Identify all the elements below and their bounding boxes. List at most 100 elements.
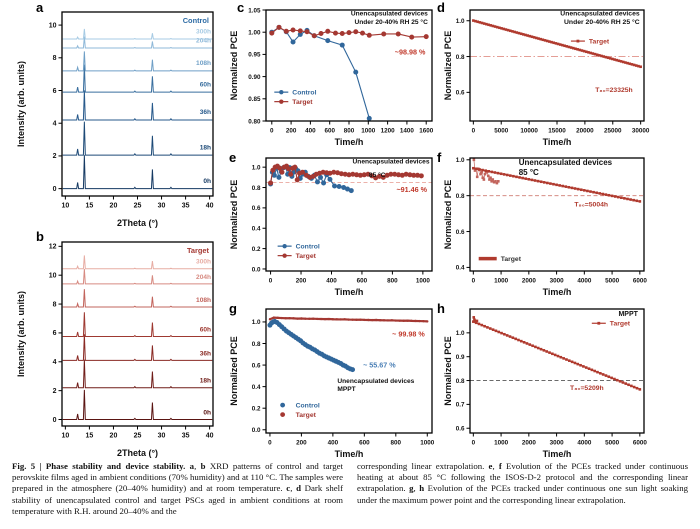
svg-text:0.6: 0.6	[252, 205, 261, 212]
svg-text:0.6: 0.6	[252, 362, 261, 369]
figure-caption: Fig. 5 | Phase stability and device stab…	[12, 461, 688, 517]
svg-text:0.95: 0.95	[248, 52, 261, 59]
svg-text:800: 800	[391, 440, 402, 447]
svg-text:60h: 60h	[200, 326, 211, 333]
svg-text:0.2: 0.2	[252, 246, 261, 253]
caption-left-column: Fig. 5 | Phase stability and device stab…	[12, 461, 343, 516]
svg-text:Normalized PCE: Normalized PCE	[443, 31, 453, 101]
svg-text:400: 400	[328, 440, 339, 447]
svg-text:20: 20	[110, 433, 118, 440]
svg-text:25000: 25000	[604, 128, 622, 135]
svg-text:0.80: 0.80	[248, 118, 261, 125]
svg-text:Target: Target	[501, 256, 522, 263]
svg-text:Normalized PCE: Normalized PCE	[443, 336, 453, 406]
svg-text:1.0: 1.0	[456, 330, 465, 337]
svg-text:40: 40	[206, 203, 214, 210]
svg-text:0.0: 0.0	[252, 266, 261, 273]
svg-text:Normalized PCE: Normalized PCE	[229, 180, 239, 250]
svg-text:0.4: 0.4	[252, 226, 261, 233]
svg-text:~ 55.67 %: ~ 55.67 %	[363, 360, 396, 369]
svg-text:0.7: 0.7	[456, 402, 465, 409]
svg-text:Target: Target	[187, 246, 210, 255]
svg-text:T₈₀=5004h: T₈₀=5004h	[574, 202, 608, 209]
svg-text:200: 200	[296, 278, 307, 285]
svg-text:0: 0	[269, 278, 273, 285]
svg-text:200: 200	[296, 440, 307, 447]
svg-text:85 °C: 85 °C	[369, 171, 386, 179]
svg-text:1000: 1000	[416, 278, 431, 285]
svg-text:0.2: 0.2	[252, 406, 261, 413]
svg-text:Control: Control	[183, 16, 209, 25]
panel-d-pce-chart: 0 5000 10000 15000 20000 25000 30000 0.6 0.8 1.0 T…	[443, 9, 650, 147]
svg-text:40: 40	[206, 433, 214, 440]
svg-text:4000: 4000	[577, 440, 592, 447]
svg-text:300h: 300h	[196, 28, 211, 35]
svg-text:1000: 1000	[494, 278, 509, 285]
svg-text:6: 6	[53, 88, 57, 95]
svg-text:0h: 0h	[203, 409, 211, 416]
svg-text:5000: 5000	[605, 440, 620, 447]
svg-text:10: 10	[61, 203, 69, 210]
svg-text:0: 0	[472, 278, 476, 285]
svg-text:0: 0	[472, 440, 476, 447]
svg-text:Time/h: Time/h	[335, 287, 364, 297]
svg-text:Normalized PCE: Normalized PCE	[229, 31, 239, 101]
panel-b-letter: b	[36, 229, 44, 244]
panel-h-letter: h	[437, 301, 445, 316]
svg-text:0.8: 0.8	[252, 341, 261, 348]
svg-text:1000: 1000	[361, 128, 376, 135]
svg-text:0.6: 0.6	[456, 90, 465, 97]
svg-text:60h: 60h	[200, 81, 211, 88]
svg-text:10: 10	[61, 433, 69, 440]
svg-text:600: 600	[359, 440, 370, 447]
svg-text:30: 30	[158, 433, 166, 440]
svg-text:Target: Target	[296, 412, 317, 419]
svg-text:1000: 1000	[494, 440, 509, 447]
svg-text:6: 6	[53, 330, 57, 337]
svg-text:Time/h: Time/h	[543, 137, 572, 147]
svg-text:30000: 30000	[632, 128, 650, 135]
panel-g-pce-chart: 0 200 400 600 800 1000 0.0 0.2 0.4 0.6 0.8 1.0 Time/…	[229, 308, 435, 459]
svg-text:~ 99.98 %: ~ 99.98 %	[392, 329, 425, 338]
svg-text:2: 2	[53, 388, 57, 395]
svg-text:2000: 2000	[522, 278, 537, 285]
svg-text:Control: Control	[296, 402, 320, 409]
svg-text:Intensity (arb. units): Intensity (arb. units)	[16, 291, 26, 377]
svg-text:0.6: 0.6	[456, 229, 465, 236]
panel-c-pce-chart: 0 200 400 600 800 1000 1200 1400 1600 0.80 0.85 0.9…	[229, 7, 434, 147]
svg-text:10: 10	[49, 272, 57, 279]
caption-right-column: corresponding linear extrapolation. e, f…	[357, 461, 689, 505]
svg-text:2Theta (°): 2Theta (°)	[117, 218, 158, 228]
svg-text:Time/h: Time/h	[335, 449, 364, 459]
svg-text:25: 25	[134, 433, 142, 440]
panel-g-letter: g	[229, 301, 237, 316]
svg-text:Target: Target	[296, 253, 317, 260]
svg-text:0.8: 0.8	[456, 54, 465, 61]
svg-text:36h: 36h	[200, 350, 211, 357]
svg-text:1200: 1200	[381, 128, 396, 135]
svg-text:0.8: 0.8	[252, 185, 261, 192]
svg-text:3000: 3000	[550, 278, 565, 285]
svg-text:Target: Target	[292, 99, 313, 106]
panel-d-letter: d	[437, 0, 445, 15]
svg-text:Normalized PCE: Normalized PCE	[229, 336, 239, 406]
svg-text:5000: 5000	[494, 128, 509, 135]
svg-text:Time/h: Time/h	[543, 287, 572, 297]
svg-text:Intensity (arb. units): Intensity (arb. units)	[16, 61, 26, 147]
svg-text:0.6: 0.6	[456, 426, 465, 433]
svg-text:4: 4	[53, 121, 57, 128]
svg-text:3000: 3000	[550, 440, 565, 447]
panel-a-letter: a	[36, 0, 44, 15]
svg-text:0.85: 0.85	[248, 96, 261, 103]
svg-text:2: 2	[53, 153, 57, 160]
svg-text:0.4: 0.4	[252, 384, 261, 391]
svg-text:20000: 20000	[576, 128, 594, 135]
svg-text:1.0: 1.0	[252, 164, 261, 171]
svg-text:~91.46 %: ~91.46 %	[396, 185, 427, 194]
svg-text:2Theta (°): 2Theta (°)	[117, 448, 158, 458]
svg-text:35: 35	[182, 203, 190, 210]
svg-text:0h: 0h	[203, 178, 211, 185]
